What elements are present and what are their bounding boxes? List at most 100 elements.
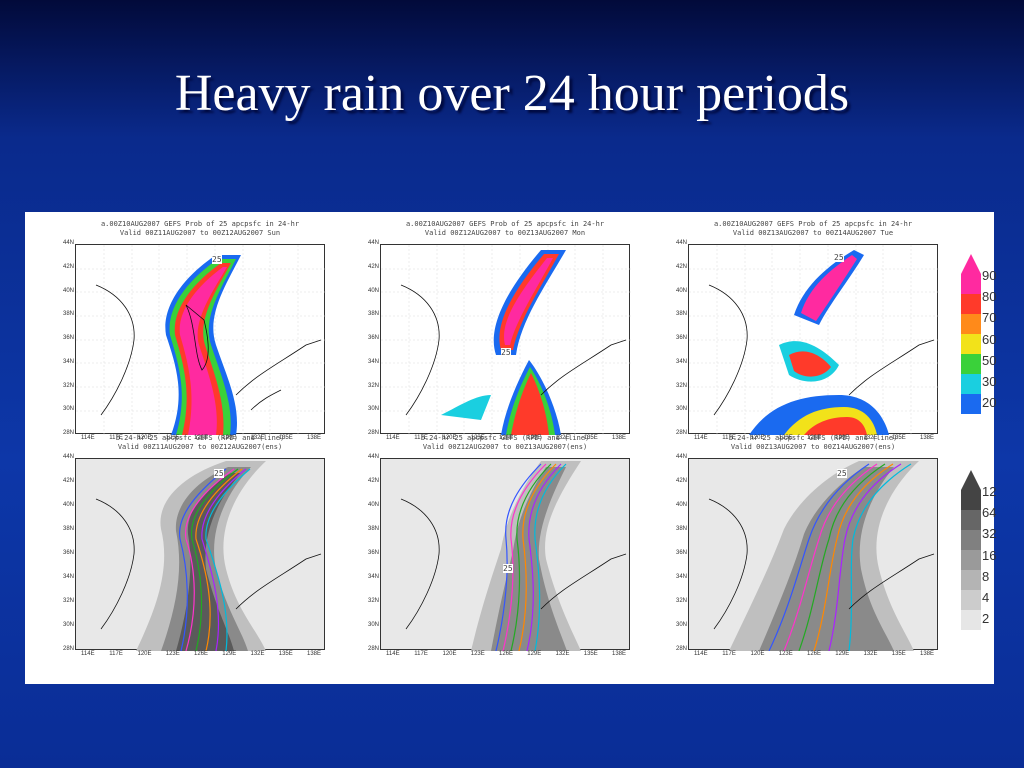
lat-tick-label: 30N	[368, 406, 380, 413]
probability-colorbar: 90 80 70 60 50 30 20	[961, 254, 997, 414]
lon-tick-label: 117E	[414, 435, 428, 441]
lat-tick-label: 40N	[676, 287, 688, 294]
forecast-figure: a.00Z10AUG2007 GEFS Prob of 25 apcpsfc i…	[25, 212, 997, 684]
colorbar-swatch-5	[961, 374, 981, 394]
lat-tick-label: 42N	[63, 478, 75, 484]
lon-tick-label: 129E	[835, 435, 850, 441]
colorbar-label: 8	[982, 569, 990, 584]
lon-tick-label: 135E	[583, 435, 598, 441]
panel-top-2: a.00Z10AUG2007 GEFS Prob of 25 apcpsfc i…	[368, 220, 640, 446]
lon-tick-label: 129E	[222, 651, 237, 657]
lon-tick-label: 138E	[307, 435, 322, 441]
ensemble-map: 25	[688, 458, 938, 652]
colorbar-label: 32	[982, 526, 997, 541]
colorbar-swatch-2	[961, 314, 981, 334]
panel-top-3: a.00Z10AUG2007 GEFS Prob of 25 apcpsfc i…	[676, 220, 948, 446]
colorbar-label: 70	[982, 310, 997, 325]
colorbar-label: 80	[982, 289, 997, 304]
lon-tick-label: 120E	[442, 651, 457, 657]
lat-tick-label: 42N	[676, 263, 688, 270]
panel-title-line1: b.24-hr 25 apcpsfc GEFS (RPD) and (line)	[420, 434, 590, 442]
lon-tick-label: 138E	[920, 435, 935, 441]
lon-tick-label: 123E	[165, 651, 180, 657]
lon-tick-label: 138E	[612, 435, 627, 441]
colorbar-label: 16	[982, 548, 997, 563]
lat-tick-label: 40N	[63, 287, 75, 294]
lat-tick-label: 34N	[676, 358, 688, 365]
lon-tick-label: 120E	[442, 435, 457, 441]
lon-tick-label: 123E	[470, 435, 485, 441]
colorbar-label: 50	[982, 353, 997, 368]
lat-tick-label: 28N	[63, 646, 75, 652]
probability-map: 25	[688, 244, 939, 435]
lat-tick-label: 42N	[368, 263, 380, 270]
colorbar-label: 64	[982, 505, 997, 520]
lat-tick-label: 44N	[368, 240, 380, 246]
lat-tick-label: 30N	[368, 622, 380, 628]
lon-tick-label: 117E	[722, 435, 736, 441]
lat-tick-label: 38N	[368, 526, 380, 532]
lat-tick-label: 42N	[676, 478, 688, 484]
lat-tick-label: 28N	[368, 646, 380, 652]
colorbar-cap	[961, 470, 981, 490]
ensemble-map-graphic	[708, 461, 935, 652]
colorbar-swatch-3	[961, 334, 981, 354]
panel-title-line2: Valid 00Z13AUG2007 to 00Z14AUG2007 Tue	[732, 229, 894, 237]
contour-label: 25	[503, 564, 513, 573]
lat-tick-label: 32N	[368, 598, 380, 604]
lat-tick-label: 28N	[63, 430, 75, 436]
colorbar-swatch-1	[961, 510, 981, 530]
lat-tick-label: 40N	[368, 502, 380, 508]
lat-tick-label: 30N	[676, 406, 688, 413]
lat-tick-label: 28N	[676, 430, 688, 436]
lat-tick-label: 30N	[63, 406, 75, 413]
lat-tick-label: 38N	[63, 526, 75, 532]
ensemble-map: 25	[380, 458, 630, 652]
lon-tick-label: 114E	[81, 435, 95, 441]
colorbar-swatch-3	[961, 550, 981, 570]
panel-title-line2: Valid 00Z11AUG2007 to 00Z12AUG2007(ens)	[117, 443, 283, 451]
lon-tick-label: 114E	[694, 651, 708, 657]
lat-tick-label: 36N	[676, 550, 688, 556]
lon-tick-label: 126E	[807, 435, 822, 441]
ensemble-colorbar: 12 64 32 16 8 4 2	[961, 470, 997, 630]
lat-tick-label: 44N	[676, 240, 688, 246]
colorbar-label: 90	[982, 268, 997, 283]
colorbar-swatch-6	[961, 394, 981, 414]
ensemble-map-graphic	[95, 461, 322, 652]
lon-tick-label: 114E	[386, 435, 400, 441]
lat-tick-label: 36N	[63, 550, 75, 556]
lon-tick-label: 117E	[109, 435, 123, 441]
lon-tick-label: 132E	[555, 435, 570, 441]
contour-label: 25	[501, 348, 511, 357]
colorbar-swatch-4	[961, 570, 981, 590]
lat-tick-label: 28N	[676, 646, 688, 652]
lon-tick-label: 117E	[722, 651, 736, 657]
lon-tick-label: 135E	[891, 651, 906, 657]
lon-tick-label: 126E	[194, 435, 209, 441]
lat-tick-label: 44N	[676, 454, 688, 460]
lat-tick-label: 40N	[63, 502, 75, 508]
lat-tick-label: 34N	[676, 574, 688, 580]
lon-tick-label: 132E	[863, 435, 878, 441]
colorbar-swatch-0	[961, 274, 981, 294]
lat-tick-label: 36N	[368, 550, 380, 556]
lon-tick-label: 135E	[278, 435, 293, 441]
colorbar-label: 4	[982, 590, 990, 605]
lat-tick-label: 44N	[63, 240, 75, 246]
lat-tick-label: 38N	[676, 311, 688, 318]
panel-bottom-3: b.24-hr 25 apcpsfc GEFS (RPD) and (line)…	[676, 434, 948, 682]
lon-tick-label: 132E	[555, 651, 570, 657]
colorbar-swatches	[961, 254, 981, 414]
lon-tick-label: 117E	[109, 651, 123, 657]
lat-tick-label: 34N	[368, 574, 380, 580]
lon-tick-label: 120E	[137, 435, 152, 441]
lon-tick-label: 123E	[778, 435, 793, 441]
lon-tick-label: 135E	[583, 651, 598, 657]
panel-title-line1: b.24-hr 25 apcpsfc GEFS (RPD) and (line)	[115, 434, 285, 442]
lat-tick-label: 30N	[676, 622, 688, 628]
ensemble-map: 25	[75, 458, 325, 652]
lat-tick-label: 30N	[63, 622, 75, 628]
lat-tick-label: 32N	[676, 598, 688, 604]
lat-tick-label: 36N	[676, 335, 688, 341]
